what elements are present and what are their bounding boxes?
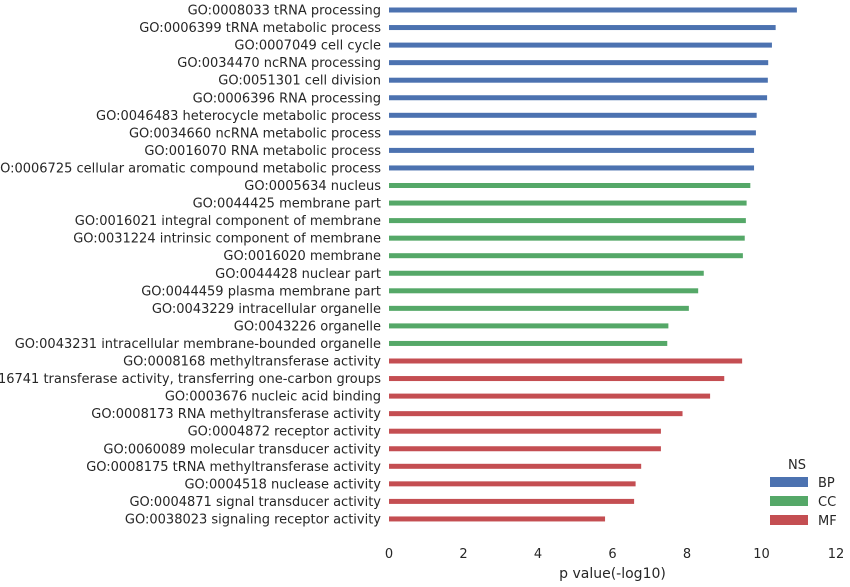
x-tick-label: 4	[534, 547, 542, 562]
bar-18	[389, 305, 689, 311]
bar-29	[389, 498, 635, 504]
category-label: GO:0031224 intrinsic component of membra…	[73, 232, 381, 247]
category-label: GO:0006399 tRNA metabolic process	[139, 21, 381, 36]
bar-5	[389, 77, 768, 83]
bar-16	[389, 270, 704, 276]
category-label: GO:0004872 receptor activity	[188, 425, 382, 440]
x-tick-label: 0	[385, 547, 393, 562]
category-label: GO:0034660 ncRNA metabolic process	[129, 126, 381, 141]
legend-swatch-cc	[770, 496, 808, 506]
legend-swatch-mf	[770, 515, 808, 525]
bars	[389, 7, 797, 522]
category-label: GO:0016021 integral component of membran…	[75, 214, 381, 229]
legend-label-mf: MF	[818, 514, 837, 529]
legend-title: NS	[788, 458, 806, 473]
x-tick-label: 10	[753, 547, 770, 562]
category-label: GO:0043229 intracellular organelle	[152, 302, 381, 317]
bar-20	[389, 340, 668, 346]
legend-swatch-bp	[770, 477, 808, 487]
category-label: GO:0034470 ncRNA processing	[177, 56, 381, 71]
bar-25	[389, 428, 661, 434]
bar-17	[389, 288, 699, 294]
x-tick-label: 6	[608, 547, 616, 562]
category-label: GO:0046483 heterocycle metabolic process	[96, 109, 381, 124]
category-label: GO:0016741 transferase activity, transfe…	[0, 372, 381, 387]
bar-14	[389, 235, 745, 241]
category-label: GO:0006725 cellular aromatic compound me…	[0, 161, 381, 176]
category-label: GO:0007049 cell cycle	[234, 39, 381, 54]
bar-27	[389, 463, 642, 469]
category-label: GO:0004871 signal transducer activity	[129, 495, 381, 510]
bar-11	[389, 183, 751, 188]
legend: NS BP CC MF	[770, 458, 837, 529]
bar-6	[389, 95, 768, 101]
category-label: GO:0043231 intracellular membrane-bounde…	[15, 337, 381, 352]
bar-4	[389, 60, 769, 66]
x-tick-label: 2	[459, 547, 467, 562]
bar-12	[389, 200, 747, 206]
bar-30	[389, 516, 606, 522]
bar-19	[389, 323, 669, 329]
bar-3	[389, 42, 772, 48]
category-labels: GO:0008033 tRNA processing GO:0006399 tRN…	[0, 4, 381, 528]
bar-28	[389, 481, 636, 487]
bar-9	[389, 147, 755, 153]
legend-label-cc: CC	[818, 495, 836, 510]
bar-7	[389, 112, 757, 118]
category-label: GO:0005634 nucleus	[244, 179, 381, 194]
legend-label-bp: BP	[818, 476, 835, 491]
category-label: GO:0060089 molecular transducer activity	[103, 442, 381, 457]
bar-10	[389, 165, 755, 171]
bar-15	[389, 253, 743, 259]
category-label: GO:0008033 tRNA processing	[188, 4, 381, 19]
category-label: GO:0044459 plasma membrane part	[141, 284, 381, 299]
x-tick-label: 8	[683, 547, 691, 562]
category-label: GO:0008168 methyltransferase activity	[123, 355, 381, 370]
bar-22	[389, 376, 725, 382]
category-label: GO:0016070 RNA metabolic process	[144, 144, 381, 159]
category-label: GO:0044425 membrane part	[193, 197, 381, 212]
category-label: GO:0043226 organelle	[234, 319, 381, 334]
category-label: GO:0016020 membrane	[223, 249, 381, 264]
bar-8	[389, 130, 756, 136]
category-label: GO:0008173 RNA methyltransferase activit…	[91, 407, 381, 422]
bar-1	[389, 7, 797, 13]
category-label: GO:0044428 nuclear part	[215, 267, 381, 282]
category-label: GO:0038023 signaling receptor activity	[125, 512, 381, 527]
bar-23	[389, 393, 711, 399]
x-axis-ticks: 0 2 4 6 8 10 12	[385, 547, 844, 562]
x-axis-label: p value(-log10)	[559, 566, 666, 582]
bar-26	[389, 446, 661, 452]
category-label: GO:0004518 nuclease activity	[184, 477, 381, 492]
bar-21	[389, 358, 743, 364]
x-tick-label: 12	[828, 547, 845, 562]
category-label: GO:0051301 cell division	[218, 74, 381, 89]
category-label: GO:0003676 nucleic acid binding	[165, 390, 381, 405]
bar-24	[389, 411, 683, 417]
category-label: GO:0008175 tRNA methyltransferase activi…	[86, 460, 381, 475]
category-label: GO:0006396 RNA processing	[193, 91, 381, 106]
bar-2	[389, 25, 776, 31]
bar-13	[389, 218, 746, 224]
